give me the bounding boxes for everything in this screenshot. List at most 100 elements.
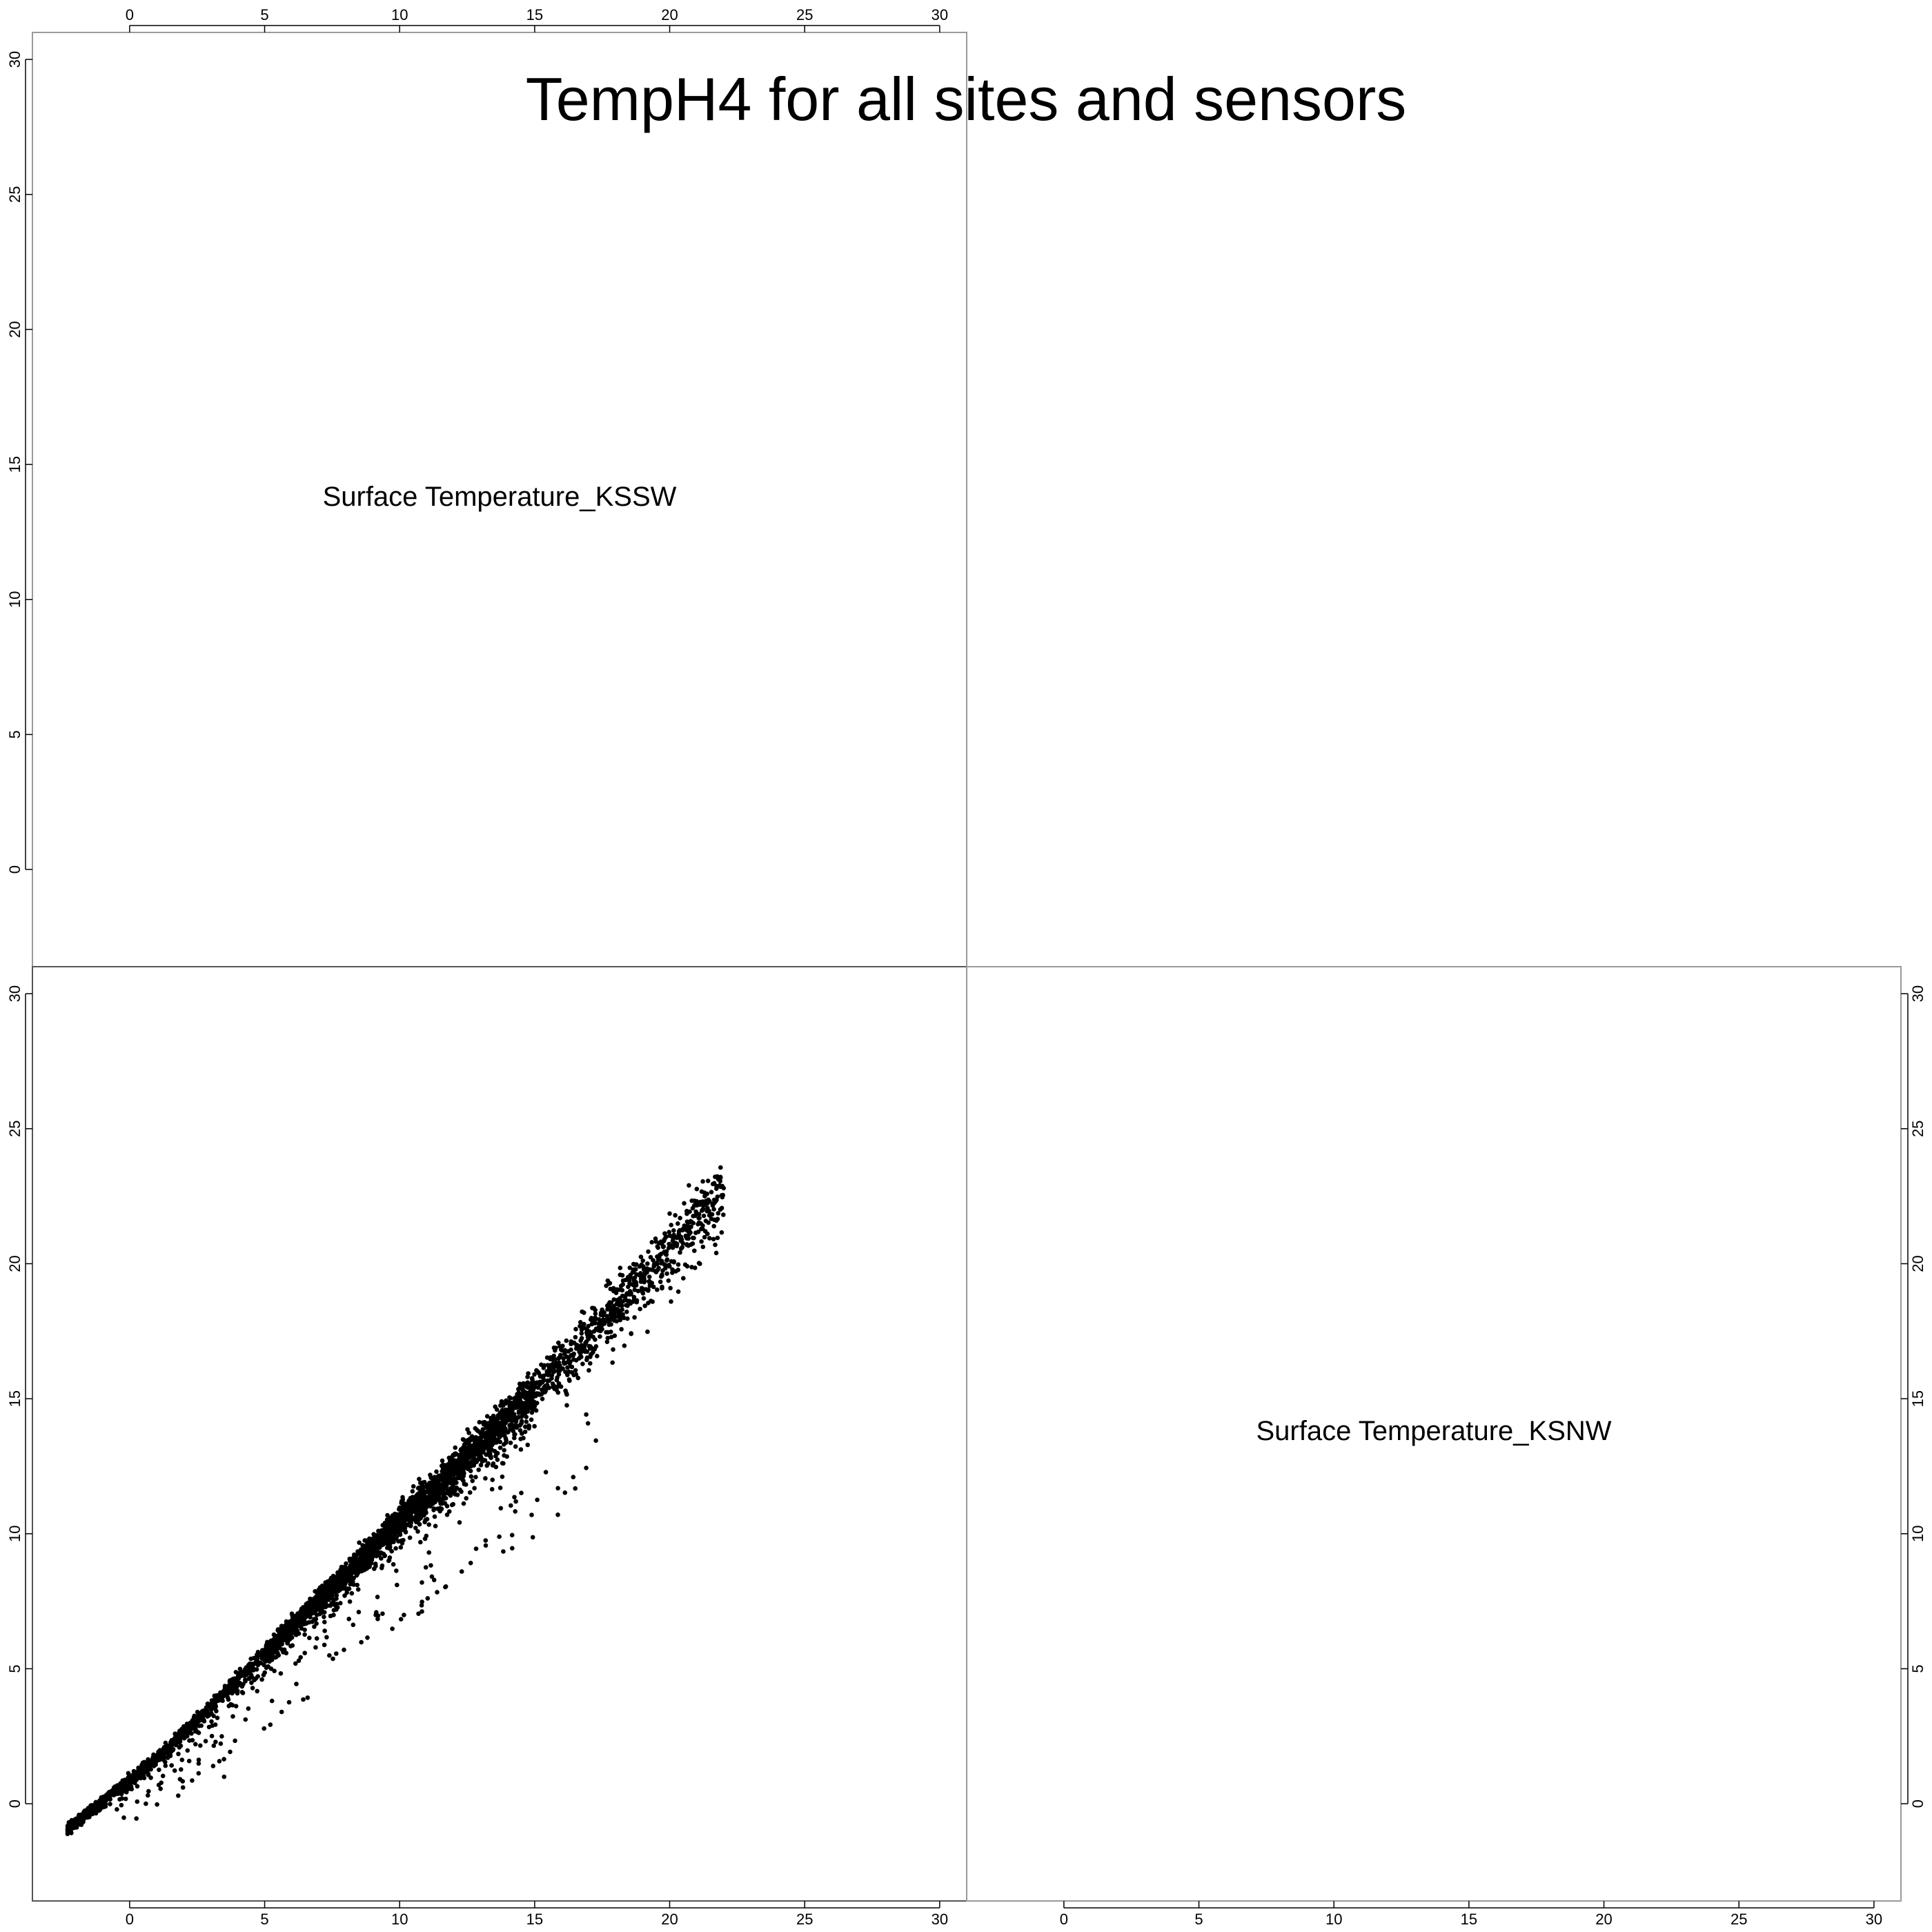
scatter-point-outlier [489,1487,495,1492]
scatter-point [81,1813,86,1819]
scatter-point [598,1312,604,1317]
scatter-point [651,1258,656,1263]
panel-bottom-right [966,966,1902,1902]
scatter-point [168,1745,173,1751]
scatter-point [622,1315,627,1321]
scatter-point [669,1223,673,1228]
scatter-point [97,1804,102,1810]
scatter-point [696,1216,701,1221]
scatter-point-outlier [169,1763,174,1768]
scatter-point [518,1410,522,1414]
scatter-point-outlier [313,1645,318,1650]
scatter-point [711,1217,717,1222]
scatter-point-outlier [301,1697,306,1702]
scatter-point [410,1489,415,1494]
scatter-point [347,1556,353,1561]
scatter-point [534,1368,539,1373]
scatter-point-outlier [351,1622,356,1628]
scatter-point-outlier [386,1558,391,1564]
scatter-point [501,1442,506,1447]
scatter-point [265,1654,270,1659]
scatter-point [671,1232,676,1238]
scatter-point [593,1311,598,1317]
scatter-point [694,1186,700,1192]
scatter-point [700,1179,705,1184]
scatter-point [314,1621,319,1626]
scatter-point [418,1503,424,1508]
scatter-point-outlier [274,1655,279,1659]
scatter-point [441,1486,446,1491]
scatter-point [323,1598,328,1603]
scatter-point [319,1597,324,1602]
scatter-point [446,1466,451,1471]
scatter-point [344,1590,350,1595]
scatter-point-outlier [564,1403,569,1408]
scatter-point [627,1289,633,1294]
scatter-point [355,1587,361,1592]
scatter-point [248,1668,253,1673]
scatter-point [177,1745,182,1750]
scatter-point [400,1495,405,1500]
scatter-point-outlier [146,1773,151,1777]
scatter-point-outlier [228,1749,233,1755]
scatter-point [288,1625,293,1630]
scatter-point [670,1270,675,1275]
scatter-point [579,1336,584,1341]
scatter-point [676,1289,681,1294]
scatter-point [548,1357,553,1361]
scatter-point [172,1735,178,1740]
scatter-point [620,1288,625,1293]
scatter-point [640,1291,646,1296]
scatter-point [525,1442,530,1448]
scatter-point [623,1293,628,1299]
scatter-point-outlier [443,1584,448,1590]
axes-group: 0 5 10 15 20 25 30 0 5 10 15 20 25 30 0 5 10 15 20 25 30 0 5 10… [6,6,1926,1928]
scatter-point [461,1449,466,1455]
scatter-point-outlier [555,1512,560,1517]
scatter-point [469,1474,474,1479]
scatter-point [440,1497,446,1502]
scatter-point [580,1309,584,1314]
scatter-point [243,1679,248,1684]
scatter-point [157,1752,161,1757]
scatter-point [564,1338,569,1343]
scatter-point-outlier [498,1506,504,1511]
scatter-point [681,1276,686,1281]
scatter-point-outlier [483,1476,488,1481]
scatter-point [640,1258,645,1263]
scatter-point [660,1284,664,1290]
scatter-point [509,1401,515,1406]
scatter-point [166,1754,171,1759]
scatter-point [666,1278,671,1283]
scatter-point [348,1579,354,1584]
scatter-point [508,1405,513,1410]
scatter-point [683,1233,689,1239]
scatter-point-outlier [510,1546,515,1551]
scatter-point [359,1565,364,1570]
tick-label-right-y: 0 [1909,1800,1926,1808]
scatter-point [635,1288,641,1294]
scatter-point-outlier [117,1797,122,1802]
scatter-point [442,1472,447,1477]
scatter-point [211,1713,216,1719]
scatter-point-outlier [419,1603,424,1608]
scatter-point [139,1768,145,1773]
scatter-point [460,1468,465,1473]
scatter-point [523,1392,529,1397]
scatter-point-outlier [513,1509,518,1514]
scatter-point [659,1261,664,1266]
scatter-point [413,1526,418,1530]
tick-label-bottom-x-left: 30 [931,1911,948,1928]
scatter-point [208,1707,214,1712]
scatter-point [384,1524,389,1529]
scatter-point [414,1508,420,1512]
scatter-point [540,1397,545,1401]
scatter-point [671,1260,676,1265]
scatter-point [133,1775,138,1781]
scatter-point-outlier [375,1613,381,1618]
scatter-point [124,1786,130,1791]
scatter-point [658,1279,663,1284]
scatter-point [333,1577,338,1582]
tick-label-bottom-x-left: 5 [260,1911,268,1928]
scatter-point [691,1203,697,1208]
